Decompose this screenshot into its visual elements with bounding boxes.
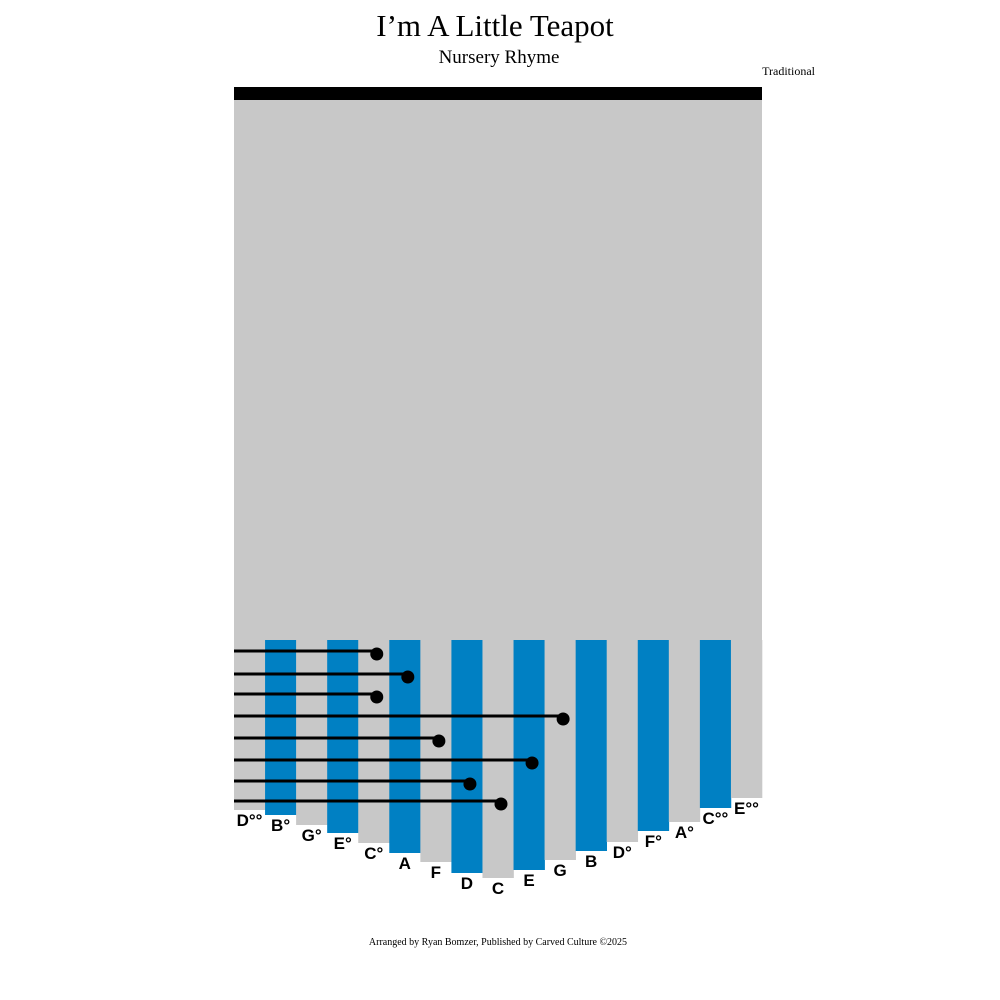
key-label: G <box>554 861 567 880</box>
note-dot <box>463 777 477 791</box>
key-label: A <box>399 854 411 873</box>
note-dot <box>370 647 384 661</box>
tine <box>668 640 701 822</box>
note-dot <box>401 670 415 684</box>
subtitle: Nursery Rhyme <box>439 47 560 68</box>
key-label: G° <box>302 826 322 845</box>
composer: Traditional <box>762 64 816 78</box>
kalimba-body <box>234 100 762 643</box>
note-dot <box>432 734 446 748</box>
key-label: C° <box>364 844 383 863</box>
tine <box>575 640 608 851</box>
tine <box>234 640 266 810</box>
key-label: E°° <box>734 799 759 818</box>
key-label: D° <box>613 843 632 862</box>
note-dot <box>525 756 539 770</box>
key-label: C°° <box>702 809 728 828</box>
tine <box>265 640 297 815</box>
note-dot <box>370 690 384 704</box>
key-label: D <box>461 874 473 893</box>
title: I’m A Little Teapot <box>376 8 614 43</box>
tine <box>544 640 576 860</box>
tine <box>606 640 639 842</box>
key-label: C <box>492 879 504 898</box>
key-label: A° <box>675 823 694 842</box>
tine <box>730 640 763 798</box>
note-dot <box>556 712 570 726</box>
key-label: E <box>523 871 534 890</box>
tine <box>296 640 328 825</box>
key-label: D°° <box>237 811 263 830</box>
bridge <box>234 87 762 100</box>
key-label: B° <box>271 816 290 835</box>
tine <box>637 640 670 831</box>
footer: Arranged by Ryan Bomzer, Published by Ca… <box>369 937 627 948</box>
key-label: F° <box>645 832 662 851</box>
key-label: F <box>431 863 441 882</box>
tine <box>420 640 452 862</box>
tine <box>358 640 390 843</box>
tine <box>699 640 732 808</box>
key-label: E° <box>334 834 352 853</box>
tine <box>451 640 483 873</box>
note-dot <box>494 797 508 811</box>
tine <box>513 640 545 870</box>
key-label: B <box>585 852 597 871</box>
